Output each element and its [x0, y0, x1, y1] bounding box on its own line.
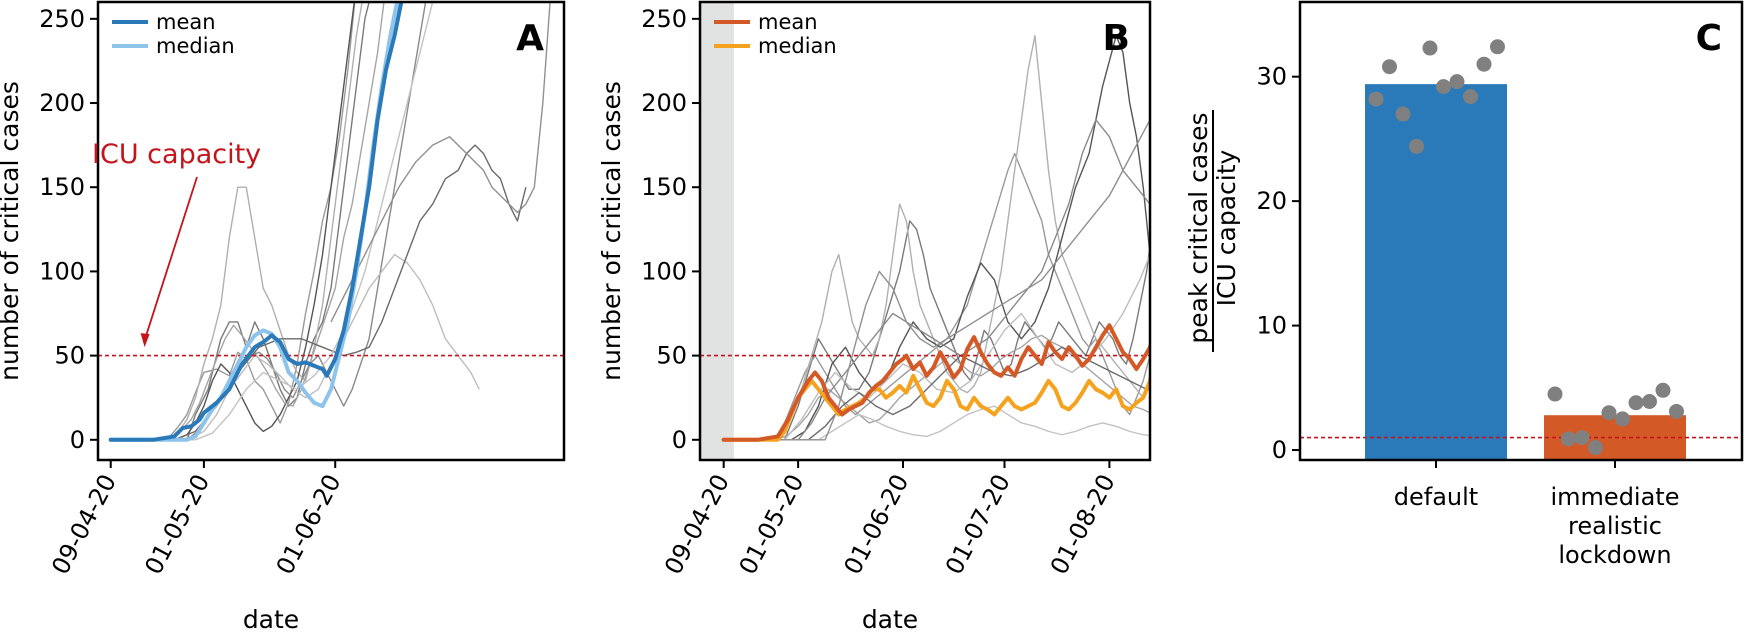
legend-label-median: median [758, 34, 837, 58]
series-line-mean [721, 323, 1150, 442]
background-run-line [110, 2, 434, 441]
y-tick-label: 10 [1256, 312, 1287, 340]
legend-label-mean: mean [758, 10, 818, 34]
run-point [1449, 74, 1465, 90]
run-point [1642, 394, 1657, 410]
x-tick-label: 01-07-20 [940, 470, 1016, 579]
run-point [1561, 431, 1576, 447]
y-tick-label: 250 [641, 5, 687, 33]
run-point [1601, 405, 1617, 421]
background-run-line [330, 2, 551, 323]
x-axis-title: date [862, 605, 918, 634]
run-point [1409, 138, 1424, 154]
run-point [1463, 89, 1478, 105]
y-tick-label: 50 [656, 342, 687, 370]
x-tick-label: 09-04-20 [46, 470, 122, 579]
y-tick-label: 100 [641, 257, 687, 285]
x-axis-title: date [243, 605, 299, 634]
category-label: immediate [1551, 483, 1680, 511]
background-run-line [723, 346, 1150, 441]
series-line-median [108, 2, 400, 442]
run-point [1476, 56, 1492, 72]
run-point [1436, 79, 1451, 95]
run-point [1588, 440, 1603, 456]
background-run-line [110, 2, 363, 441]
y-tick-label: 100 [39, 257, 85, 285]
background-run-line [110, 2, 370, 441]
y-tick-label: 30 [1256, 63, 1287, 91]
run-point [1669, 403, 1684, 419]
y-tick-label: 50 [54, 342, 85, 370]
shaded-region [700, 2, 734, 460]
plot-frame [96, 0, 566, 462]
y-tick-label: 200 [641, 89, 687, 117]
background-run-line [110, 253, 480, 441]
run-point [1615, 411, 1630, 427]
background-run-line [110, 2, 356, 441]
background-run-line [723, 34, 1150, 441]
run-point [1382, 59, 1397, 75]
run-point [1574, 430, 1590, 446]
x-tick-label: 09-04-20 [659, 470, 735, 579]
plot-frame [1298, 0, 1744, 462]
y-axis-title: number of critical cases [597, 81, 626, 381]
y-axis-title-denominator: ICU capacity [1212, 149, 1241, 306]
category-label: default [1394, 483, 1478, 511]
category-label: realistic [1568, 512, 1662, 540]
y-tick-label: 200 [39, 89, 85, 117]
series-line-median [721, 368, 1150, 442]
background-run-line [723, 252, 1150, 441]
panel-letter: B [1103, 18, 1130, 59]
y-tick-label: 20 [1256, 187, 1287, 215]
run-point [1368, 91, 1384, 107]
y-tick-label: 0 [672, 426, 687, 454]
y-tick-label: 150 [39, 173, 85, 201]
y-tick-label: 0 [1272, 436, 1287, 464]
panel-letter: A [516, 18, 544, 59]
background-run-line [110, 2, 356, 441]
series-line-mean [108, 2, 404, 442]
plot-area [700, 2, 1150, 460]
bar-default [1365, 84, 1507, 461]
x-tick-label: 01-05-20 [734, 470, 810, 579]
x-tick-label: 01-06-20 [838, 470, 914, 579]
background-run-line [110, 2, 427, 441]
icu-capacity-annotation: ICU capacity [92, 139, 261, 170]
category-label: lockdown [1558, 541, 1671, 569]
run-point [1422, 40, 1438, 56]
background-run-line [723, 152, 1150, 441]
run-point [1395, 106, 1411, 122]
y-tick-label: 150 [641, 173, 687, 201]
x-tick-label: 01-08-20 [1045, 470, 1121, 579]
y-axis-title-numerator: peak critical cases [1184, 112, 1213, 343]
run-point [1547, 386, 1563, 402]
legend-label-median: median [156, 34, 235, 58]
y-tick-label: 0 [70, 426, 85, 454]
background-run-line [723, 220, 1150, 441]
y-axis-title: number of critical cases [0, 81, 24, 381]
background-run-line [723, 119, 1150, 441]
x-tick-label: 01-06-20 [271, 470, 347, 579]
run-point [1628, 395, 1644, 411]
plot-frame [698, 0, 1152, 462]
plot-area [98, 2, 564, 442]
panel-a: 0 50 100 150 200 250 09-04-20 01-05-20 01-06-20 n… [0, 0, 566, 634]
x-tick-label: 01-05-20 [139, 470, 215, 579]
background-run-line [723, 34, 1144, 441]
panel-letter: C [1696, 18, 1722, 59]
background-run-line [110, 2, 385, 441]
panel-c: 0 10 20 30 default immediaterealisticlockdown… [1184, 0, 1744, 569]
annotation-arrow-shaft [144, 176, 198, 338]
background-run-line [110, 144, 527, 441]
run-point [1655, 382, 1671, 398]
annotation-arrow-head [140, 333, 150, 348]
run-point [1490, 39, 1505, 55]
y-tick-label: 250 [39, 5, 85, 33]
legend-label-mean: mean [156, 10, 216, 34]
